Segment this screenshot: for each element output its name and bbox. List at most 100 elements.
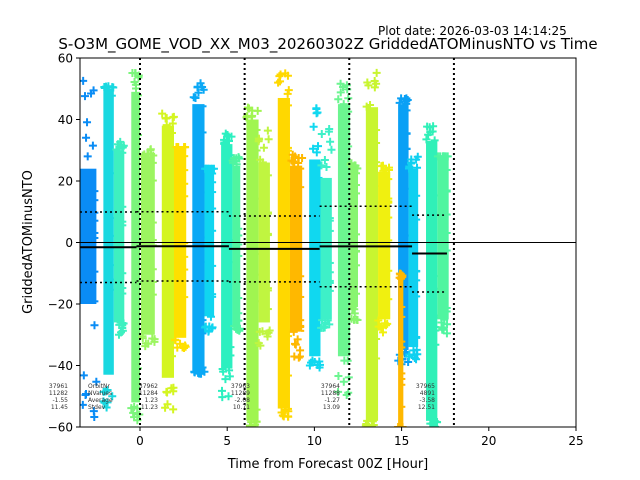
scatter-band: [334, 79, 353, 400]
plot-date: Plot date: 2026-03-03 14:14:25: [378, 24, 567, 38]
scatter-point: [312, 104, 321, 113]
scatter-band-core: [350, 168, 358, 308]
scatter-point: [288, 407, 292, 410]
scatter-point: [330, 281, 334, 284]
x-tick-label: 10: [307, 434, 322, 448]
scatter-point: [213, 293, 217, 296]
scatter-band: [274, 69, 293, 421]
scatter-point: [405, 164, 414, 173]
scatter-point: [167, 384, 176, 393]
scatter-point: [402, 346, 406, 349]
scatter-point: [153, 179, 157, 182]
scatter-point: [327, 145, 336, 154]
scatter-point: [181, 341, 190, 350]
scatter-point: [191, 93, 200, 102]
scatter-point: [389, 298, 393, 301]
scatter-point: [239, 243, 243, 246]
scatter-point: [194, 88, 203, 97]
scatter-point: [364, 81, 373, 90]
scatter-point: [447, 168, 451, 171]
scatter-point: [356, 264, 360, 267]
scatter-point: [134, 73, 143, 82]
scatter-point: [374, 322, 383, 331]
scatter-point: [389, 197, 393, 200]
scatter-point: [334, 387, 343, 396]
scatter-point: [334, 95, 343, 104]
scatter-point: [112, 94, 116, 97]
scatter-point: [264, 135, 273, 144]
scatter-point: [95, 190, 99, 193]
scatter-band: [317, 124, 336, 332]
orbit-stat-stdev: 11.45: [51, 404, 68, 411]
scatter-point: [288, 374, 292, 377]
scatter-point: [447, 249, 451, 252]
scatter-point: [239, 312, 243, 315]
scatter-point: [402, 377, 406, 380]
orbit-stat-average: -1.55: [52, 397, 68, 404]
scatter-band: [112, 137, 128, 339]
scatter-point: [231, 346, 235, 349]
scatter-point: [257, 149, 261, 152]
scatter-point: [257, 408, 261, 411]
scatter-point: [348, 303, 357, 312]
x-tick-label: 0: [136, 434, 144, 448]
scatter-band-core: [398, 279, 404, 427]
scatter-point: [201, 323, 210, 332]
orbit-stat-orbit: 37964: [321, 383, 340, 390]
scatter-point: [407, 158, 416, 167]
scatter-point: [417, 269, 421, 272]
scatter-point: [268, 308, 272, 311]
scatter-band-core: [277, 97, 290, 409]
scatter-point: [301, 319, 305, 322]
orbit-stat-orbit: 37962: [139, 383, 158, 390]
orbit-stat-stdev: 13.09: [323, 404, 340, 411]
scatter-band: [158, 109, 178, 414]
scatter-point: [417, 335, 421, 338]
scatter-band-core: [408, 168, 419, 348]
scatter-point: [176, 339, 185, 348]
scatter-band-core: [365, 107, 379, 421]
orbit-stat-nvalues: 11289: [231, 390, 250, 397]
scatter-point: [339, 100, 348, 109]
scatter-point: [153, 293, 157, 296]
scatter-point: [397, 94, 406, 103]
scatter-point: [383, 319, 392, 328]
scatter-point: [436, 343, 440, 346]
scatter-point: [284, 412, 293, 421]
scatter-point: [417, 279, 421, 282]
scatter-point: [202, 164, 211, 173]
scatter-band: [217, 129, 236, 402]
scatter-point: [377, 141, 381, 144]
scatter-point: [95, 300, 99, 303]
scatter-point: [301, 295, 305, 298]
scatter-point: [330, 261, 334, 264]
scatter-point: [123, 321, 127, 324]
scatter-point: [377, 161, 381, 164]
scatter-point: [256, 155, 265, 164]
orbit-stat-nvalues: 11282: [49, 390, 68, 397]
scatter-band: [433, 152, 452, 338]
scatter-point: [325, 320, 334, 329]
scatter-point: [436, 329, 440, 332]
scatter-point: [287, 156, 296, 165]
scatter-point: [213, 181, 217, 184]
x-axis-label: Time from Forecast 00Z [Hour]: [227, 457, 429, 472]
y-tick-label: 0: [65, 236, 73, 250]
scatter-point: [447, 310, 451, 313]
scatter-point: [224, 392, 233, 401]
scatter-point: [281, 69, 290, 78]
orbit-stat-average: -3.58: [419, 397, 435, 404]
scatter-point: [394, 423, 403, 427]
scatter-point: [413, 163, 422, 172]
orbit-stat-stdev: 12.51: [418, 404, 435, 411]
scatter-point: [377, 129, 381, 132]
scatter-point: [123, 205, 127, 208]
scatter-point: [339, 377, 348, 386]
x-tick-label: 15: [394, 434, 409, 448]
scatter-point: [101, 387, 110, 396]
scatter-point: [443, 320, 452, 329]
scatter-point: [344, 94, 353, 103]
scatter-point: [301, 329, 305, 332]
